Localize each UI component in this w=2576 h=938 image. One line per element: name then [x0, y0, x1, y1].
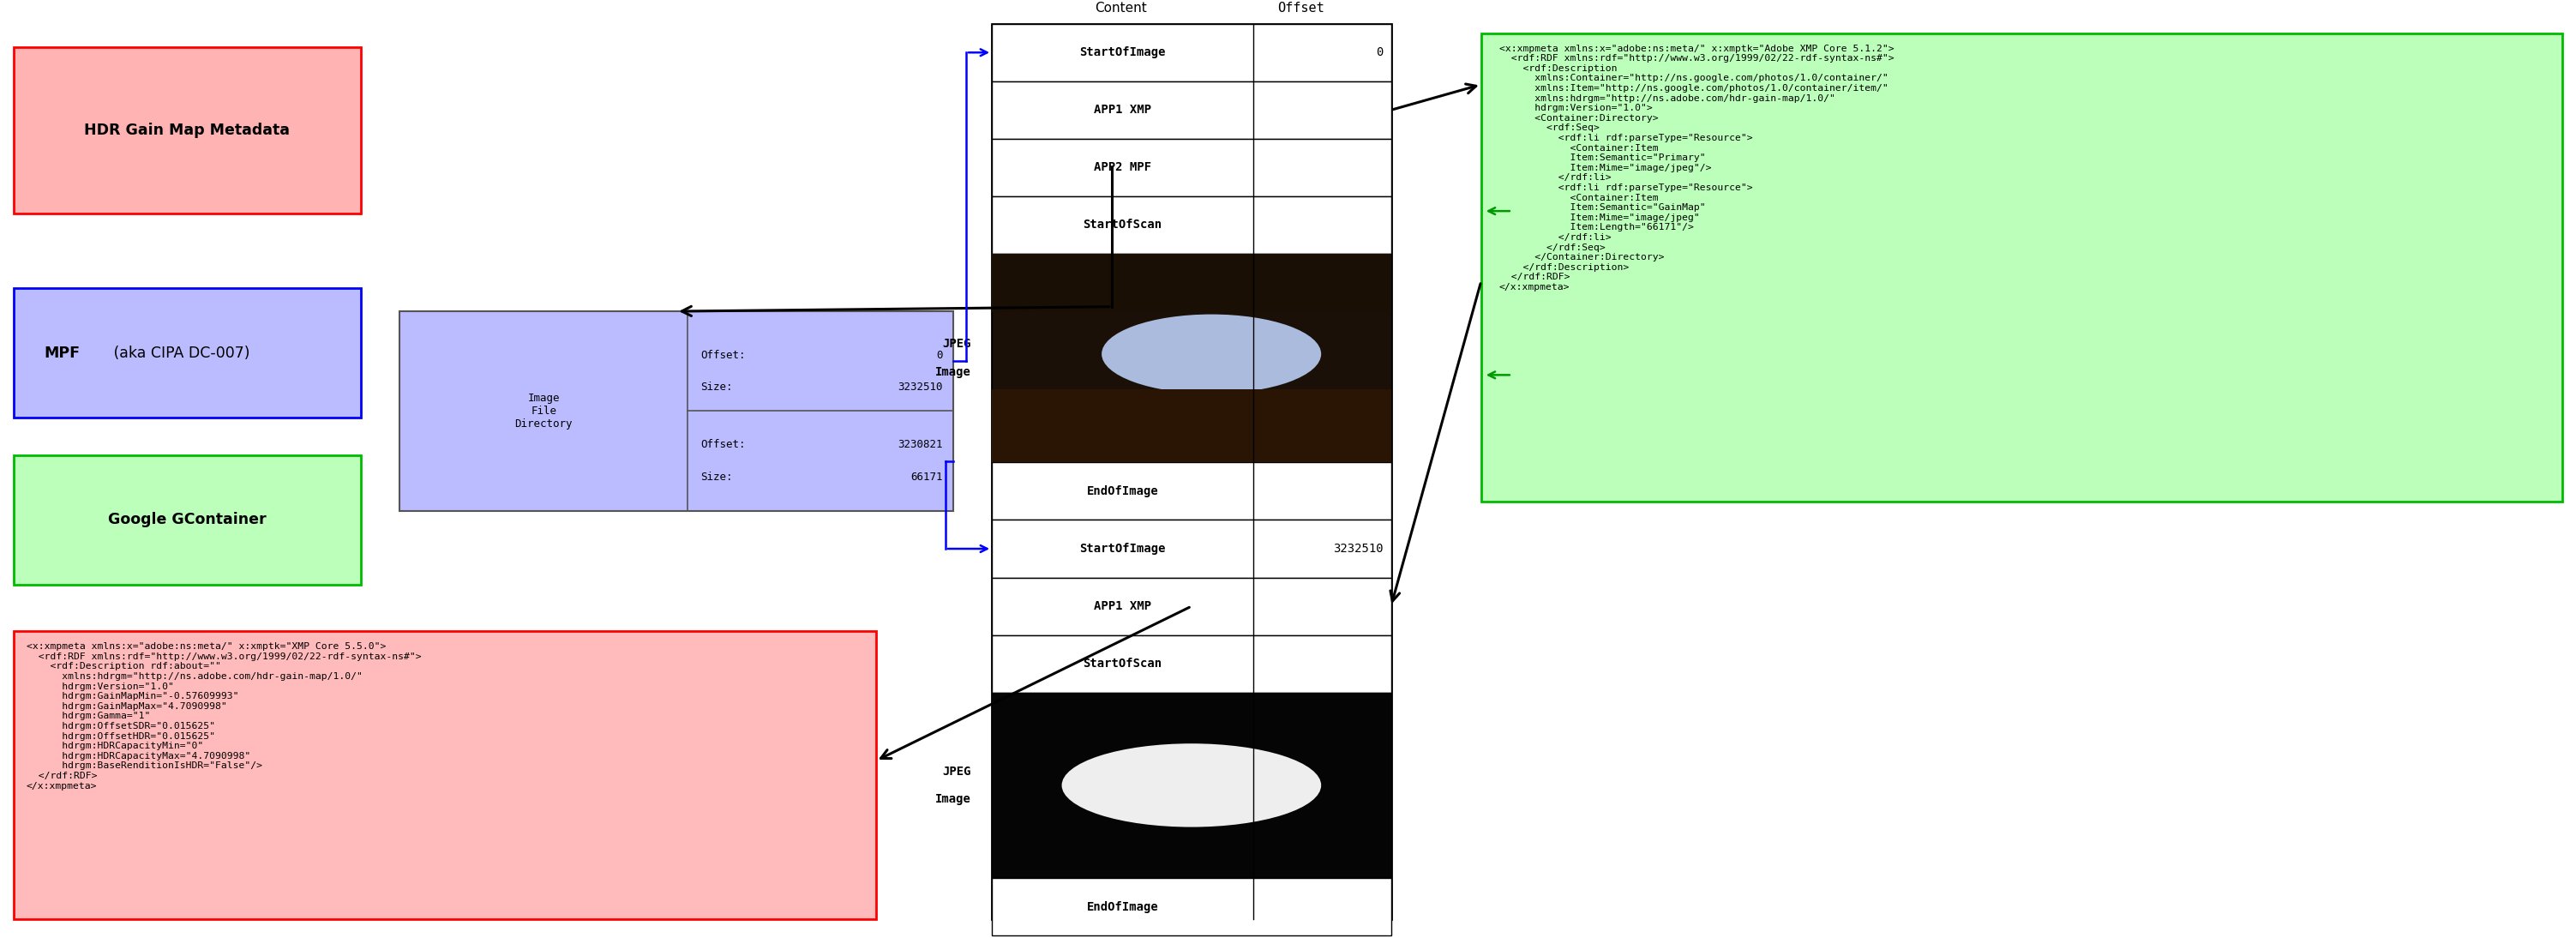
Text: Offset:: Offset:	[701, 350, 744, 361]
Text: 66171: 66171	[912, 471, 943, 482]
Ellipse shape	[1061, 744, 1321, 827]
FancyBboxPatch shape	[992, 82, 1391, 139]
Text: Image: Image	[935, 366, 971, 378]
FancyBboxPatch shape	[992, 139, 1391, 196]
Text: 0: 0	[938, 350, 943, 361]
FancyBboxPatch shape	[13, 288, 361, 418]
Text: HDR Gain Map Metadata: HDR Gain Map Metadata	[85, 123, 291, 138]
Text: Google GContainer: Google GContainer	[108, 512, 265, 528]
Text: StartOfScan: StartOfScan	[1082, 219, 1162, 231]
Text: Size:: Size:	[701, 471, 732, 482]
Text: EndOfImage: EndOfImage	[1087, 485, 1159, 497]
FancyBboxPatch shape	[992, 254, 1391, 312]
FancyBboxPatch shape	[13, 631, 876, 919]
Text: <x:xmpmeta xmlns:x="adobe:ns:meta/" x:xmptk="XMP Core 5.5.0">
  <rdf:RDF xmlns:r: <x:xmpmeta xmlns:x="adobe:ns:meta/" x:xm…	[26, 643, 422, 790]
FancyBboxPatch shape	[992, 878, 1391, 935]
Text: 3232510: 3232510	[899, 382, 943, 393]
Text: 0: 0	[1376, 47, 1383, 58]
Text: StartOfImage: StartOfImage	[1079, 47, 1167, 58]
Text: Image
File
Directory: Image File Directory	[515, 393, 572, 430]
Text: JPEG: JPEG	[943, 339, 971, 350]
FancyBboxPatch shape	[992, 389, 1391, 462]
FancyBboxPatch shape	[992, 578, 1391, 635]
Text: Offset:: Offset:	[701, 439, 744, 450]
FancyBboxPatch shape	[992, 692, 1391, 878]
Text: StartOfImage: StartOfImage	[1079, 543, 1167, 554]
Text: MPF: MPF	[44, 345, 80, 361]
Text: (aka CIPA DC-007): (aka CIPA DC-007)	[108, 345, 250, 361]
FancyBboxPatch shape	[1481, 33, 2563, 502]
FancyBboxPatch shape	[992, 23, 1391, 82]
FancyBboxPatch shape	[992, 254, 1391, 462]
Text: <x:xmpmeta xmlns:x="adobe:ns:meta/" x:xmptk="Adobe XMP Core 5.1.2">
  <rdf:RDF x: <x:xmpmeta xmlns:x="adobe:ns:meta/" x:xm…	[1499, 44, 1893, 292]
Text: APP1 XMP: APP1 XMP	[1095, 104, 1151, 116]
FancyBboxPatch shape	[992, 23, 1391, 919]
Text: APP1 XMP: APP1 XMP	[1095, 600, 1151, 613]
Text: Image: Image	[935, 794, 971, 805]
Text: Size:: Size:	[701, 382, 732, 393]
Text: 3230821: 3230821	[899, 439, 943, 450]
Text: 3232510: 3232510	[1332, 543, 1383, 554]
Ellipse shape	[1103, 314, 1321, 394]
FancyBboxPatch shape	[992, 520, 1391, 578]
FancyBboxPatch shape	[992, 196, 1391, 254]
FancyBboxPatch shape	[13, 455, 361, 585]
FancyBboxPatch shape	[992, 635, 1391, 692]
Text: Offset: Offset	[1278, 2, 1324, 14]
Text: StartOfScan: StartOfScan	[1082, 658, 1162, 670]
FancyBboxPatch shape	[13, 47, 361, 214]
Text: APP2 MPF: APP2 MPF	[1095, 161, 1151, 174]
FancyBboxPatch shape	[992, 462, 1391, 520]
FancyBboxPatch shape	[399, 311, 953, 510]
Text: JPEG: JPEG	[943, 765, 971, 778]
Text: Content: Content	[1095, 2, 1146, 14]
Text: EndOfImage: EndOfImage	[1087, 900, 1159, 913]
